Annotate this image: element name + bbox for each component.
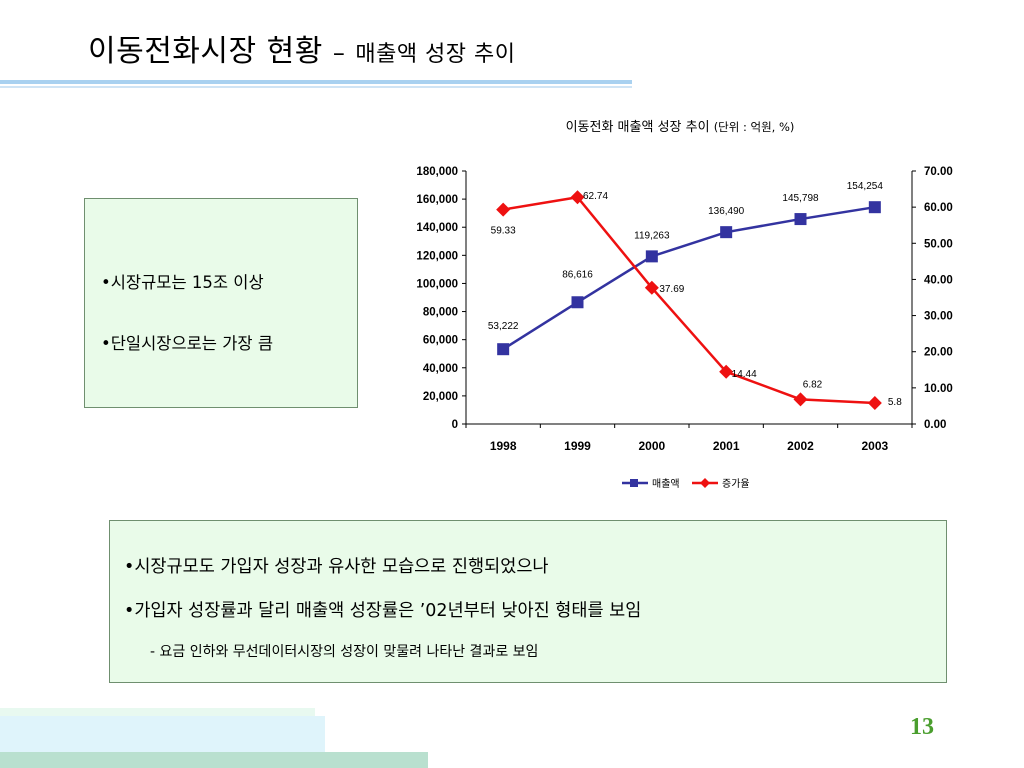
data-label-증가율: 59.33 bbox=[491, 226, 516, 237]
legend-label-증가율: 증가율 bbox=[722, 478, 750, 490]
series-point-증가율 bbox=[867, 396, 882, 411]
series-point-매출액 bbox=[645, 250, 658, 263]
x-tick-label: 2001 bbox=[713, 439, 740, 453]
series-point-증가율 bbox=[570, 190, 585, 205]
title-underline bbox=[0, 80, 632, 84]
title-underline-thin bbox=[0, 86, 632, 88]
y-left-tick-label: 160,000 bbox=[416, 194, 458, 206]
series-point-매출액 bbox=[571, 296, 584, 309]
y-right-tick-label: 70.00 bbox=[924, 166, 953, 178]
series-point-매출액 bbox=[720, 226, 733, 239]
chart-title: 이동전화 매출액 성장 추이 (단위 : 억원, %) bbox=[470, 116, 890, 135]
series-point-매출액 bbox=[794, 213, 807, 226]
data-label-매출액: 136,490 bbox=[708, 206, 745, 217]
y-left-tick-label: 20,000 bbox=[423, 391, 458, 403]
y-right-tick-label: 20.00 bbox=[924, 347, 953, 359]
y-left-tick-label: 60,000 bbox=[423, 335, 458, 347]
x-tick-label: 1999 bbox=[564, 439, 591, 453]
chart-title-text: 이동전화 매출액 성장 추이 bbox=[565, 120, 710, 135]
title-subtitle: 매출액 성장 추이 bbox=[355, 42, 516, 67]
series-point-증가율 bbox=[719, 364, 734, 379]
y-left-tick-label: 80,000 bbox=[423, 307, 458, 319]
data-label-매출액: 119,263 bbox=[634, 230, 670, 241]
y-right-tick-label: 30.00 bbox=[924, 311, 953, 323]
y-right-tick-label: 10.00 bbox=[924, 383, 953, 395]
title-separator: – bbox=[332, 39, 346, 67]
y-right-tick-label: 60.00 bbox=[924, 202, 953, 214]
y-left-tick-label: 40,000 bbox=[423, 363, 458, 375]
legend-label-매출액: 매출액 bbox=[652, 478, 680, 490]
data-label-증가율: 5.8 bbox=[888, 397, 902, 408]
y-right-tick-label: 0.00 bbox=[924, 419, 946, 431]
legend-marker-증가율 bbox=[700, 478, 710, 488]
series-line-증가율 bbox=[502, 195, 875, 405]
data-label-증가율: 62.74 bbox=[583, 191, 608, 202]
legend-marker-매출액 bbox=[630, 479, 638, 487]
data-label-매출액: 154,254 bbox=[847, 181, 884, 192]
y-right-tick-label: 50.00 bbox=[924, 238, 953, 250]
summary-box: •시장규모는 15조 이상 •단일시장으로는 가장 큼 bbox=[84, 198, 358, 408]
analysis-subitem-reason: - 요금 인하와 무선데이터시장의 성장이 맞물려 나타난 결과로 보임 bbox=[150, 644, 539, 660]
y-left-tick-label: 0 bbox=[452, 419, 458, 431]
summary-item-largest-market: •단일시장으로는 가장 큼 bbox=[101, 334, 274, 353]
y-left-tick-label: 120,000 bbox=[416, 250, 458, 262]
series-point-증가율 bbox=[793, 392, 808, 407]
y-right-tick-label: 40.00 bbox=[924, 274, 953, 286]
data-label-매출액: 86,616 bbox=[562, 269, 593, 280]
data-label-증가율: 6.82 bbox=[803, 379, 823, 390]
footer-band-green bbox=[0, 752, 428, 768]
data-label-증가율: 37.69 bbox=[659, 284, 684, 295]
y-left-tick-label: 140,000 bbox=[416, 222, 458, 234]
analysis-item-declining-rate: •가입자 성장률과 달리 매출액 성장률은 ’02년부터 낮아진 형태를 보임 bbox=[124, 601, 642, 621]
series-point-증가율 bbox=[644, 280, 659, 295]
analysis-item-similar-growth: •시장규모도 가입자 성장과 유사한 모습으로 진행되었으나 bbox=[124, 557, 549, 577]
series-point-매출액 bbox=[868, 201, 881, 214]
slide-title: 이동전화시장 현황 – 매출액 성장 추이 bbox=[88, 26, 516, 70]
x-tick-label: 2003 bbox=[861, 439, 888, 453]
y-left-tick-label: 100,000 bbox=[416, 278, 458, 290]
data-label-증가율: 14.44 bbox=[732, 369, 757, 380]
x-tick-label: 2002 bbox=[787, 439, 814, 453]
chart-title-unit: (단위 : 억원, %) bbox=[713, 120, 795, 134]
analysis-box: •시장규모도 가입자 성장과 유사한 모습으로 진행되었으나 •가입자 성장률과… bbox=[109, 520, 947, 683]
series-line-매출액 bbox=[502, 205, 876, 351]
series-point-증가율 bbox=[496, 202, 511, 217]
data-label-매출액: 145,798 bbox=[782, 193, 819, 204]
y-left-tick-label: 180,000 bbox=[416, 166, 458, 178]
series-point-매출액 bbox=[497, 343, 510, 356]
x-tick-label: 1998 bbox=[490, 439, 517, 453]
data-label-매출액: 53,222 bbox=[488, 321, 519, 332]
summary-item-market-size: •시장규모는 15조 이상 bbox=[101, 273, 264, 292]
title-main: 이동전화시장 현황 bbox=[88, 34, 323, 69]
page-number: 13 bbox=[910, 714, 934, 740]
x-tick-label: 2000 bbox=[638, 439, 665, 453]
